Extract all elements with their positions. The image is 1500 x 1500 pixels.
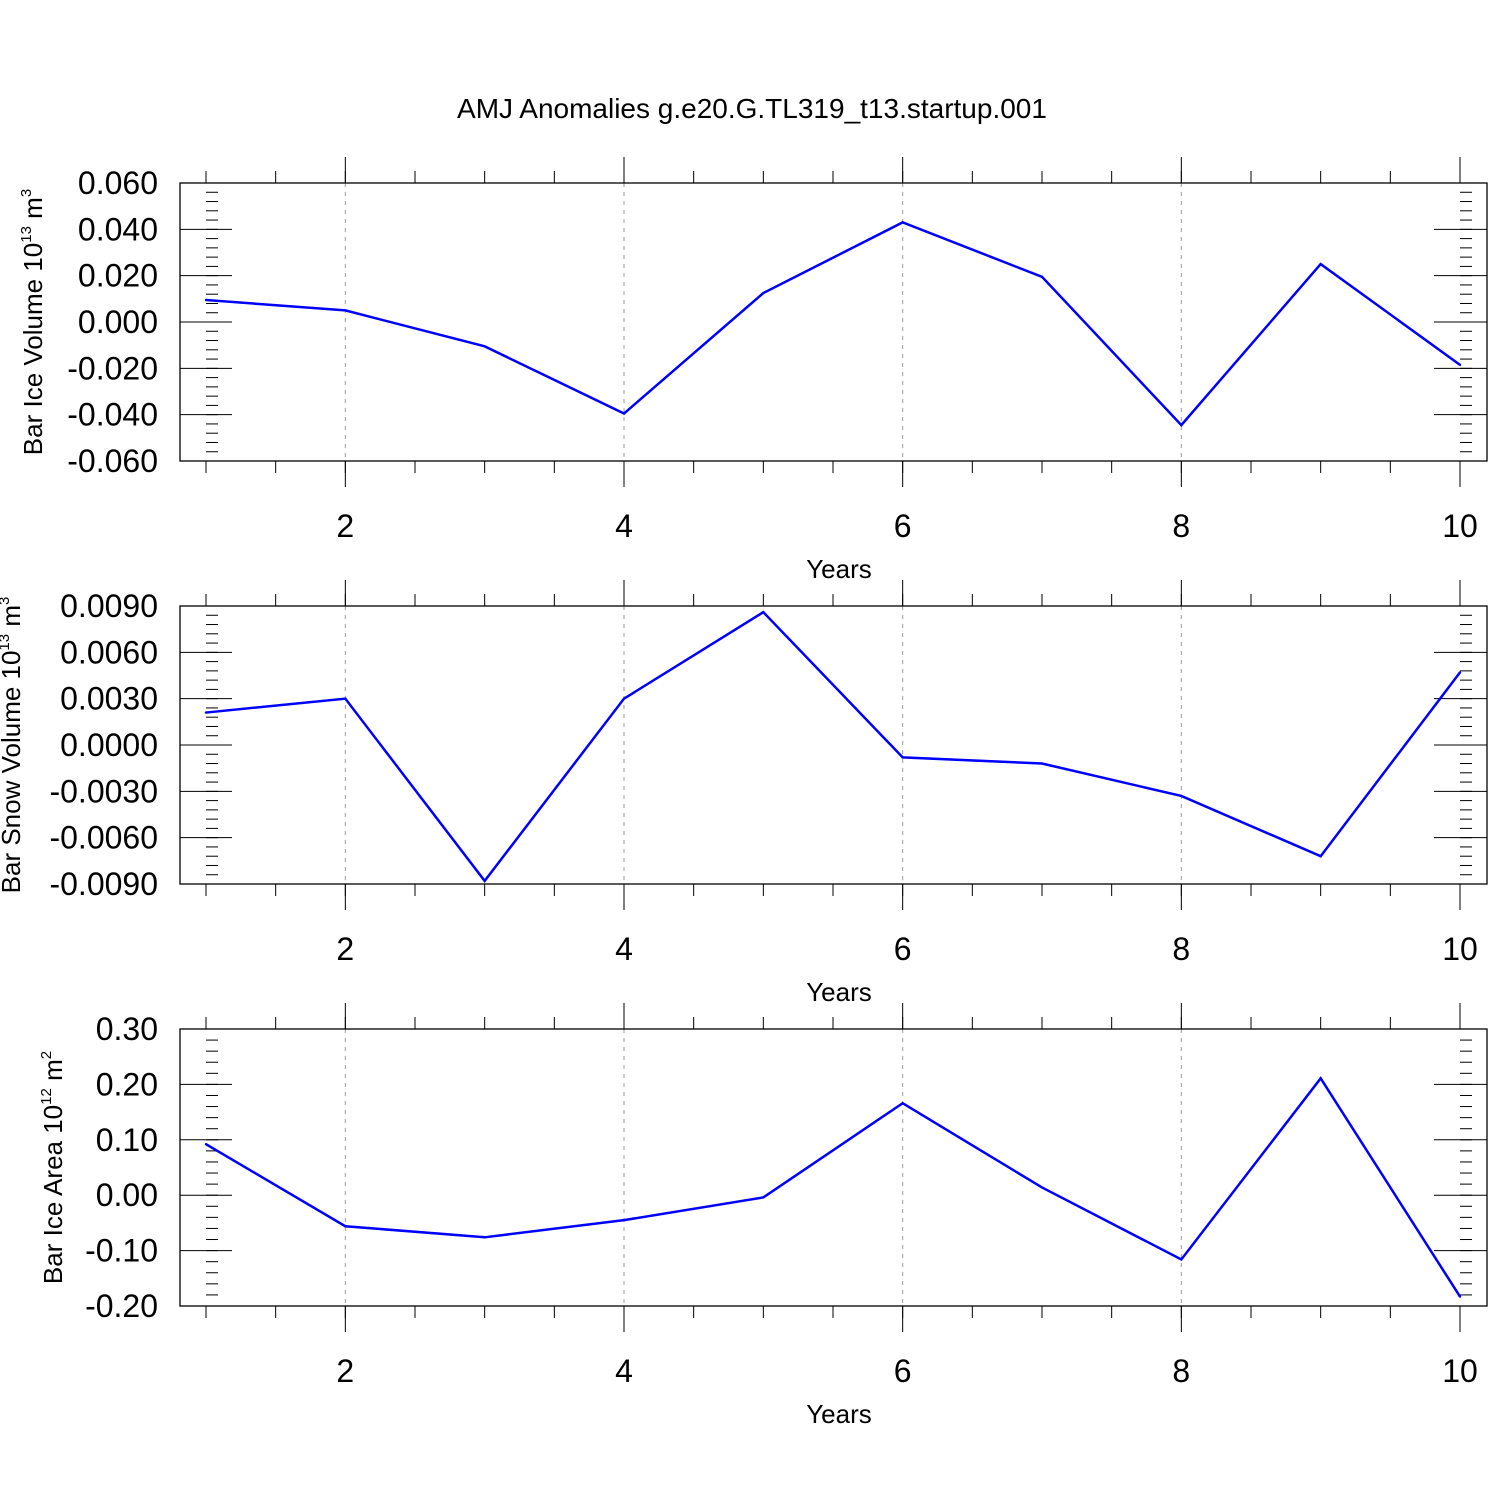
- x-tick-label: 8: [1172, 508, 1190, 544]
- data-point: [1180, 1258, 1183, 1261]
- data-point: [1319, 855, 1322, 858]
- data-point: [762, 291, 765, 295]
- data-point: [483, 345, 486, 348]
- data-point: [901, 756, 904, 759]
- plot-frame: [179, 1028, 1488, 1307]
- x-tick-label: 10: [1442, 931, 1478, 967]
- y-axis-title-main: Bar Ice Volume 10: [18, 243, 48, 455]
- data-point: [901, 1102, 904, 1105]
- y-tick-label: 0.000: [78, 304, 158, 340]
- y-axis-title-unit: m: [38, 1059, 68, 1088]
- y-tick-label: -0.0090: [49, 866, 158, 902]
- data-point: [1040, 1186, 1044, 1189]
- data-point: [344, 309, 347, 312]
- x-tick-label: 6: [894, 1353, 912, 1389]
- data-point: [204, 298, 208, 302]
- y-tick-label: -0.060: [67, 443, 158, 479]
- x-tick-label: 10: [1442, 1353, 1478, 1389]
- x-tick-label: 4: [615, 508, 633, 544]
- chart-panel-2: 2 4 6 8 10 -0.0090 -0.0060 -0.0030 0.0000 0.0030 0…: [0, 580, 1488, 1007]
- y-tick-label: -0.10: [85, 1233, 158, 1269]
- y-axis-title-unit-exponent: 3: [18, 189, 35, 197]
- y-axis-title-exponent: 13: [0, 634, 13, 651]
- figure-title: AMJ Anomalies g.e20.G.TL319_t13.startup.…: [457, 93, 1047, 124]
- y-tick-label: 0.040: [78, 211, 158, 247]
- y-tick-label: 0.0060: [60, 634, 158, 670]
- data-point: [483, 1236, 486, 1239]
- series-line: [205, 221, 1461, 427]
- series-line: [205, 1076, 1462, 1298]
- y-axis-title-unit: m: [18, 197, 48, 226]
- y-axis-title-unit-exponent: 2: [38, 1051, 55, 1059]
- data-point: [344, 1225, 347, 1228]
- chart-panel-1: 2 4 6 8 10 -0.060 -0.040 -0.020 0.000 0.020 0.040 0…: [18, 157, 1488, 584]
- y-tick-label: -0.20: [85, 1288, 158, 1324]
- x-tick-label: 4: [615, 931, 633, 967]
- y-axis-title-exponent: 13: [18, 226, 35, 243]
- data-point: [483, 879, 486, 883]
- y-axis-title-unit: m: [0, 605, 26, 634]
- x-tick-label: 6: [894, 931, 912, 967]
- panels: 2 4 6 8 10 -0.060 -0.040 -0.020 0.000 0.020 0.040 0…: [0, 157, 1488, 1429]
- y-tick-label: 0.020: [78, 258, 158, 294]
- data-point: [1458, 1295, 1462, 1298]
- data-point: [622, 1218, 626, 1222]
- chart-panel-3: 2 4 6 8 10 -0.20 -0.10 0.00 0.10 0.20 0.30 Years Bar…: [38, 1003, 1488, 1429]
- y-axis-title-main: Bar Snow Volume 10: [0, 651, 26, 894]
- data-point: [1458, 671, 1462, 674]
- data-point: [901, 221, 904, 224]
- y-axis-title-exponent: 12: [38, 1088, 55, 1105]
- y-axis-title: Bar Snow Volume 1013 m3: [0, 597, 26, 894]
- y-tick-label: -0.020: [67, 350, 158, 386]
- x-axis-title: Years: [806, 554, 872, 584]
- x-axis-title: Years: [806, 977, 872, 1007]
- data-point: [622, 412, 626, 415]
- data-point: [1458, 363, 1462, 367]
- x-tick-label: 6: [894, 508, 912, 544]
- x-tick-label: 10: [1442, 508, 1478, 544]
- y-tick-label: -0.0060: [49, 820, 158, 856]
- data-point: [1319, 1077, 1322, 1080]
- series-line: [205, 610, 1461, 883]
- y-tick-label: 0.060: [78, 165, 158, 201]
- y-tick-label: 0.00: [96, 1177, 158, 1213]
- x-tick-label: 4: [615, 1353, 633, 1389]
- y-tick-label: 0.0000: [60, 727, 158, 763]
- y-tick-label: -0.040: [67, 397, 158, 433]
- data-point: [1319, 262, 1322, 266]
- data-point: [622, 697, 626, 700]
- x-tick-label: 2: [336, 931, 354, 967]
- y-axis-title-main: Bar Ice Area 10: [38, 1105, 68, 1284]
- data-point: [204, 1143, 208, 1146]
- x-tick-label: 8: [1172, 1353, 1190, 1389]
- y-tick-label: 0.30: [96, 1011, 158, 1047]
- x-tick-label: 2: [336, 508, 354, 544]
- x-tick-label: 8: [1172, 931, 1190, 967]
- data-point: [204, 711, 208, 714]
- data-point: [1180, 423, 1183, 427]
- y-axis-title-unit-exponent: 3: [0, 597, 13, 605]
- y-tick-label: -0.0030: [49, 773, 158, 809]
- y-tick-label: 0.0030: [60, 681, 158, 717]
- data-point: [762, 1196, 765, 1199]
- data-point: [1040, 762, 1044, 765]
- x-axis-title: Years: [806, 1399, 872, 1429]
- data-point: [344, 697, 347, 700]
- x-tick-label: 2: [336, 1353, 354, 1389]
- y-tick-label: 0.0090: [60, 588, 158, 624]
- y-axis-title: Bar Ice Area 1012 m2: [38, 1051, 68, 1284]
- y-tick-label: 0.20: [96, 1066, 158, 1102]
- data-point: [1040, 275, 1044, 279]
- data-point: [762, 610, 765, 614]
- y-axis-title: Bar Ice Volume 1013 m3: [18, 189, 48, 455]
- data-point: [1180, 794, 1183, 798]
- y-tick-label: 0.10: [96, 1122, 158, 1158]
- plot-frame: [179, 182, 1488, 462]
